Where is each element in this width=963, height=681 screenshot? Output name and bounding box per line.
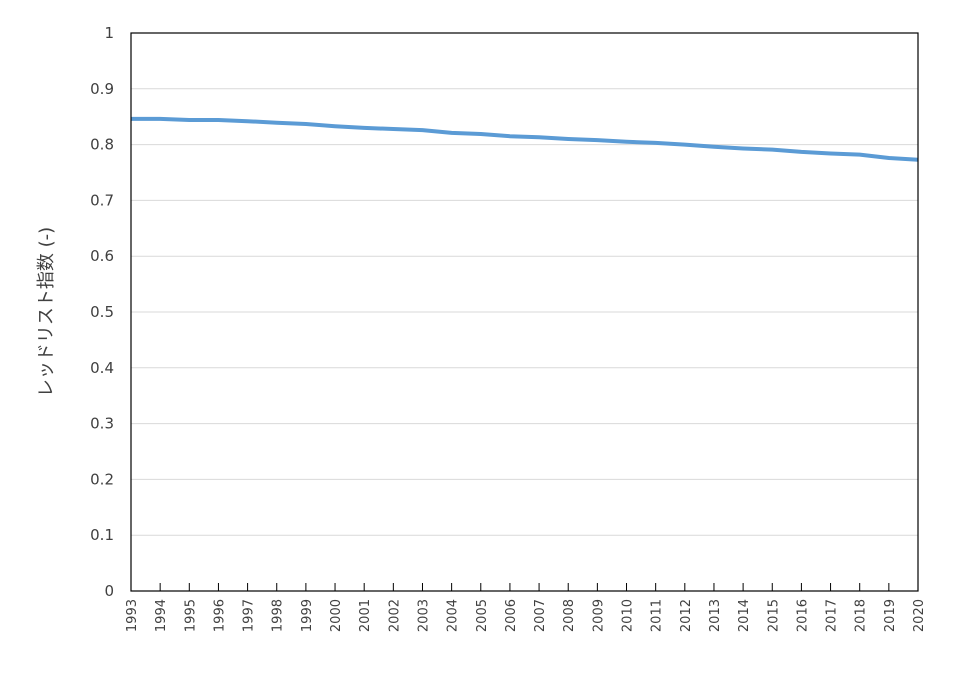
y-tick-label: 0.7: [90, 191, 114, 209]
x-tick-label: 2008: [562, 599, 577, 632]
x-tick-label: 2000: [329, 599, 344, 632]
x-tick-label: 2009: [591, 599, 606, 632]
y-tick-label: 0.5: [90, 303, 114, 321]
x-axis-tick-labels: 1993 1994 1995 1996 1997 1998 1999 2000 2001 2002…: [125, 583, 927, 632]
x-tick-label: 1996: [212, 599, 227, 632]
y-axis-title: レッドリスト指数 (-): [36, 227, 57, 397]
x-tick-label: 2011: [650, 599, 665, 632]
x-tick-label: 2007: [533, 599, 548, 632]
x-tick-label: 2002: [387, 599, 402, 632]
x-tick-label: 2017: [825, 599, 840, 632]
x-tick-label: 2016: [795, 599, 810, 632]
x-tick-label: 2004: [446, 599, 461, 632]
y-tick-label: 1: [104, 24, 114, 42]
y-tick-label: 0.6: [90, 247, 114, 265]
x-tick-label: 2018: [854, 599, 869, 632]
x-tick-label: 2020: [912, 599, 927, 632]
x-tick-label: 2006: [504, 599, 519, 632]
y-tick-label: 0.3: [90, 415, 114, 433]
x-tick-label: 1995: [183, 599, 198, 632]
plot-frame: [130, 32, 919, 592]
x-tick-label: 2005: [475, 599, 490, 632]
x-tick-label: 1993: [125, 599, 140, 632]
x-tick-label: 2001: [358, 599, 373, 632]
x-tick-label: 2003: [416, 599, 431, 632]
x-tick-label: 1998: [271, 599, 286, 632]
x-tick-label: 2013: [708, 599, 723, 632]
x-tick-label: 1999: [300, 599, 315, 632]
y-axis-tick-labels: 0 0.1 0.2 0.3 0.4 0.5 0.6 0.7 0.8 0.9 1: [90, 24, 114, 600]
y-tick-label: 0.4: [90, 359, 114, 377]
x-tick-label: 2010: [621, 599, 636, 632]
x-tick-label: 2012: [679, 599, 694, 632]
x-tick-label: 2015: [766, 599, 781, 632]
x-tick-label: 2014: [737, 599, 752, 632]
x-tick-label: 2019: [883, 599, 898, 632]
y-tick-label: 0: [104, 582, 114, 600]
series-lines: [131, 116, 919, 162]
grid-lines: [131, 88, 918, 536]
series-line: [131, 116, 919, 162]
x-tick-label: 1994: [154, 599, 169, 632]
y-tick-label: 0.8: [90, 136, 114, 154]
y-tick-label: 0.9: [90, 80, 114, 98]
x-tick-label: 1997: [242, 599, 257, 632]
y-tick-label: 0.1: [90, 526, 114, 544]
y-tick-label: 0.2: [90, 470, 114, 488]
